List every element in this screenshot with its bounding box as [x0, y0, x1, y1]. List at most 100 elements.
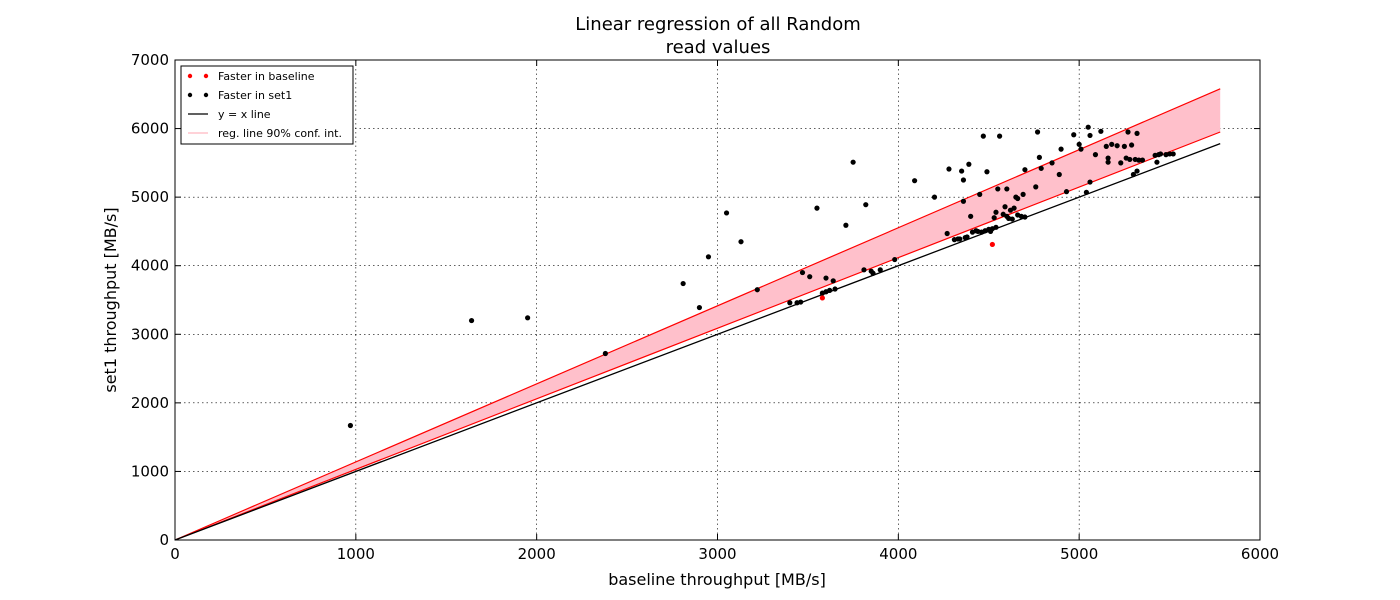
data-point-faster-in-set1: [960, 198, 967, 204]
data-point-faster-in-set1: [944, 230, 950, 237]
data-point-faster-in-set1: [1098, 128, 1104, 134]
y-tick-label: 5000: [131, 188, 169, 206]
data-point-faster-in-set1: [830, 278, 836, 284]
legend-marker-set1-b: [203, 92, 209, 98]
legend-marker-baseline-b: [203, 73, 209, 79]
x-axis-label: baseline throughput [MB/s]: [608, 570, 826, 589]
regression-upper-bound-line: [174, 88, 1221, 541]
chart-title-line-1: Linear regression of all Random: [575, 14, 861, 35]
y-tick-label: 0: [159, 531, 169, 549]
data-point-faster-in-set1: [1033, 184, 1039, 190]
data-point-faster-in-set1: [1002, 204, 1008, 210]
data-point-faster-in-set1: [1157, 151, 1164, 157]
identity-line: [174, 143, 1221, 541]
data-point-faster-in-set1: [1056, 171, 1062, 178]
data-point-faster-in-set1: [1130, 171, 1137, 178]
x-tick-label: 0: [170, 545, 180, 563]
data-point-faster-in-set1: [1004, 186, 1010, 192]
data-point-faster-in-set1: [1154, 159, 1160, 165]
data-point-faster-in-set1: [696, 304, 703, 311]
x-tick-label: 1000: [337, 545, 375, 563]
data-point-faster-in-set1: [991, 215, 997, 221]
y-tick-label: 1000: [131, 462, 169, 480]
legend-box: [180, 65, 354, 145]
data-point-faster-in-set1: [861, 267, 867, 273]
data-point-faster-in-set1: [984, 169, 990, 175]
data-point-faster-in-set1: [705, 254, 712, 260]
data-point-faster-in-set1: [957, 236, 963, 242]
data-point-faster-in-set1: [1078, 146, 1084, 152]
data-point-faster-in-set1: [1049, 160, 1055, 166]
data-point-faster-in-set1: [980, 133, 986, 139]
data-point-faster-in-set1: [1103, 143, 1109, 149]
data-point-faster-in-set1: [1092, 152, 1099, 158]
data-point-faster-in-set1: [1136, 157, 1142, 163]
data-point-faster-in-set1: [960, 177, 967, 183]
data-point-faster-in-set1: [946, 166, 952, 172]
data-point-faster-in-set1: [1129, 142, 1135, 148]
data-point-faster-in-set1: [1166, 151, 1173, 157]
legend-marker-baseline-a: [187, 73, 193, 79]
data-point-faster-in-set1: [1087, 132, 1093, 139]
data-point-faster-in-set1: [827, 287, 833, 293]
x-tick-label: 5000: [1060, 545, 1098, 563]
data-point-faster-in-set1: [959, 168, 965, 174]
data-point-faster-in-baseline: [989, 241, 995, 248]
data-point-faster-in-set1: [738, 239, 744, 245]
data-point-faster-in-set1: [823, 275, 829, 281]
data-point-faster-in-set1: [1127, 156, 1133, 163]
data-point-faster-in-set1: [1105, 155, 1111, 161]
data-point-faster-in-set1: [1139, 157, 1146, 163]
legend-label-baseline: Faster in baseline: [218, 70, 315, 83]
data-point-faster-in-set1: [1022, 214, 1028, 220]
data-point-faster-in-set1: [1109, 141, 1115, 147]
data-point-faster-in-set1: [1087, 179, 1093, 185]
data-point-faster-in-set1: [814, 205, 820, 211]
data-point-faster-in-set1: [1036, 154, 1042, 160]
data-point-faster-in-set1: [1118, 160, 1124, 166]
y-tick-label: 7000: [131, 51, 169, 69]
data-point-faster-in-set1: [877, 267, 883, 273]
y-tick-label: 3000: [131, 325, 169, 343]
data-point-faster-in-set1: [1134, 130, 1140, 136]
data-point-faster-in-set1: [1085, 124, 1091, 130]
data-point-faster-in-set1: [863, 202, 869, 208]
data-point-faster-in-set1: [1011, 205, 1017, 211]
y-tick-label: 4000: [131, 257, 169, 275]
y-tick-label: 2000: [131, 394, 169, 412]
data-point-faster-in-set1: [1076, 141, 1082, 147]
legend: Faster in baseline Faster in set1 y = x …: [180, 65, 354, 145]
data-point-faster-in-set1: [723, 210, 730, 216]
data-point-faster-in-set1: [525, 315, 531, 321]
data-point-faster-in-set1: [966, 161, 972, 167]
data-point-faster-in-set1: [870, 270, 876, 276]
data-point-faster-in-set1: [1063, 189, 1070, 195]
data-point-faster-in-set1: [1134, 168, 1140, 174]
y-tick-label: 6000: [131, 120, 169, 138]
data-point-faster-in-set1: [798, 299, 804, 305]
data-point-faster-in-set1: [1114, 143, 1120, 149]
legend-label-identity: y = x line: [218, 108, 271, 121]
data-point-faster-in-set1: [1170, 151, 1176, 157]
data-point-faster-in-set1: [1022, 167, 1028, 173]
data-point-faster-in-set1: [912, 178, 918, 184]
x-tick-label: 4000: [879, 545, 917, 563]
x-tick-label: 6000: [1241, 545, 1279, 563]
data-point-faster-in-set1: [1038, 165, 1044, 171]
data-point-faster-in-set1: [1020, 191, 1026, 197]
data-point-faster-in-set1: [468, 317, 475, 324]
regression-lower-bound-line: [174, 131, 1221, 541]
identity-line-group: [174, 143, 1221, 541]
data-point-faster-in-set1: [843, 222, 849, 228]
data-point-faster-in-set1: [968, 213, 974, 219]
confidence-band: [174, 88, 1221, 541]
y-axis-label: set1 throughput [MB/s]: [101, 207, 120, 392]
data-point-faster-in-set1: [993, 209, 999, 215]
data-point-faster-in-baseline: [819, 295, 825, 301]
data-point-faster-in-set1: [1083, 189, 1089, 195]
data-point-faster-in-set1: [680, 280, 686, 287]
data-point-faster-in-set1: [1125, 129, 1131, 135]
data-point-faster-in-set1: [997, 133, 1003, 139]
data-point-faster-in-set1: [1009, 216, 1015, 222]
data-point-faster-in-set1: [993, 224, 999, 230]
